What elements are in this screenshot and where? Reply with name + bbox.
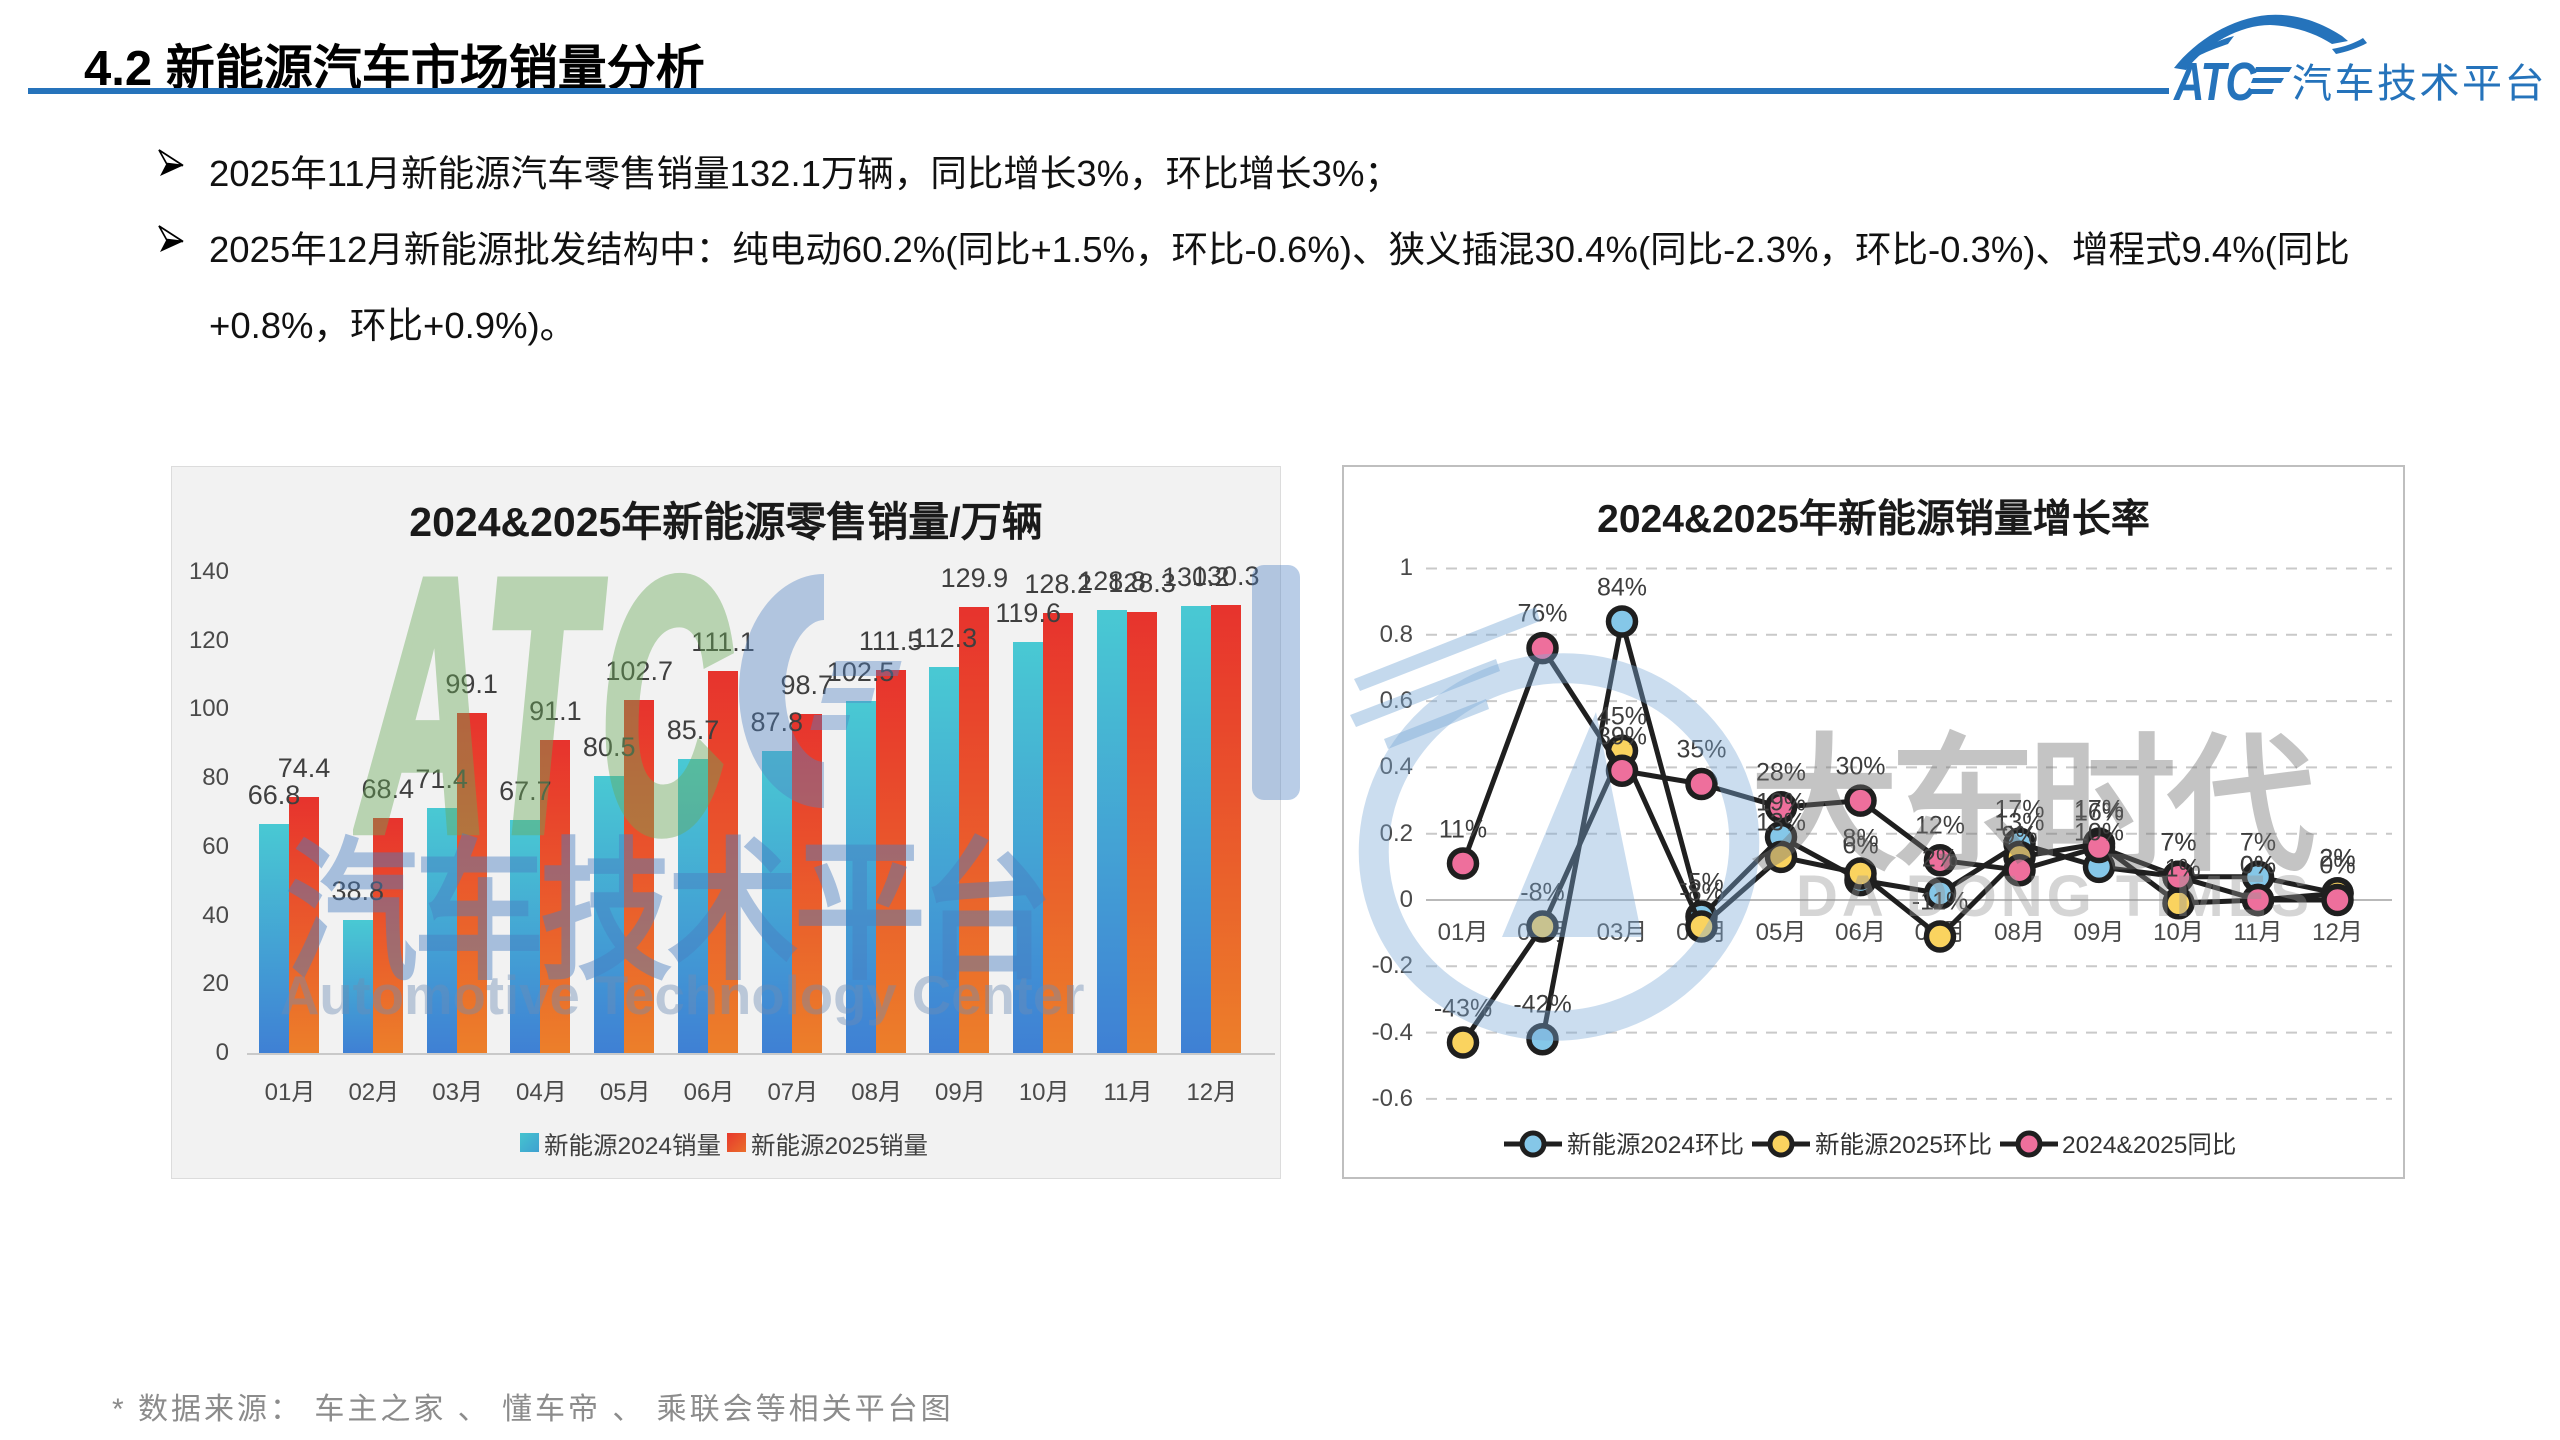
svg-text:新能源2024环比: 新能源2024环比 — [1567, 1131, 1744, 1159]
svg-text:ATC: ATC — [2173, 52, 2257, 108]
svg-text:新能源2025环比: 新能源2025环比 — [1815, 1131, 1992, 1159]
svg-text:2024&2025同比: 2024&2025同比 — [2062, 1131, 2236, 1159]
svg-text:汽车技术平台: 汽车技术平台 — [2292, 62, 2547, 106]
